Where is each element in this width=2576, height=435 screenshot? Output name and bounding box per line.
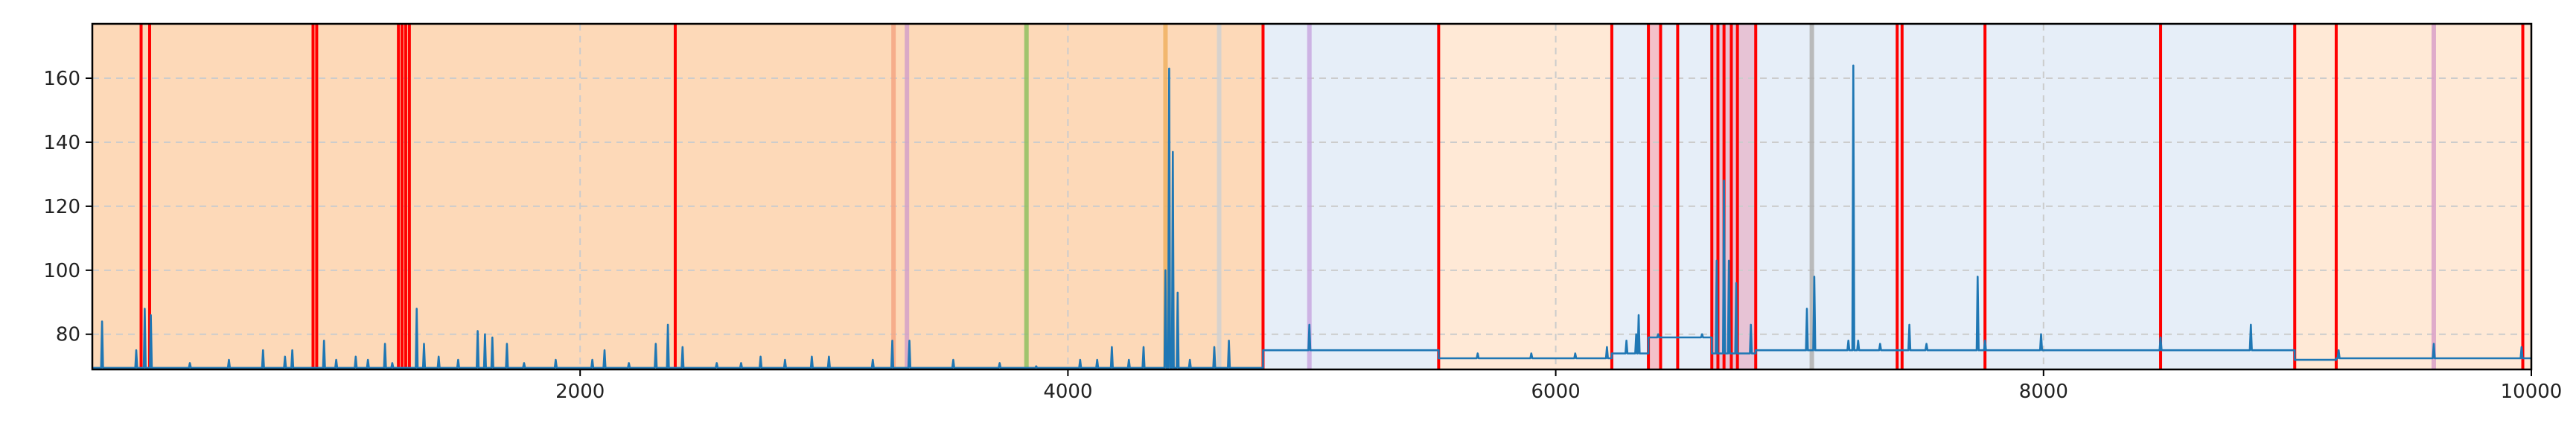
background-regions [92,24,2531,369]
event-lines [139,24,2525,369]
series-line [92,64,2531,369]
background-region [1438,24,1612,369]
axis-ticks: 2000 4000 6000 8000 10000 80 100 120 140 160 [43,68,2562,403]
y-tick-label: 100 [43,260,80,282]
x-tick-label: 8000 [2019,381,2068,403]
x-tick-label: 10000 [2501,381,2563,403]
series-layer [92,64,2531,369]
x-tick-label: 2000 [555,381,605,403]
y-tick-label: 140 [43,132,80,154]
background-region [92,24,1263,369]
y-tick-label: 120 [43,196,80,218]
x-tick-label: 6000 [1531,381,1581,403]
highlight-band [1648,24,1661,369]
y-tick-label: 80 [56,324,80,346]
background-region [2295,24,2531,369]
background-region [1263,24,1439,369]
grid [92,24,2532,369]
y-tick-label: 160 [43,68,80,90]
plot-frame [91,22,2533,371]
x-tick-label: 4000 [1043,381,1092,403]
